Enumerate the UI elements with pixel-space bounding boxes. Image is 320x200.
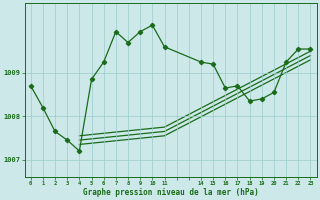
X-axis label: Graphe pression niveau de la mer (hPa): Graphe pression niveau de la mer (hPa) bbox=[83, 188, 259, 197]
